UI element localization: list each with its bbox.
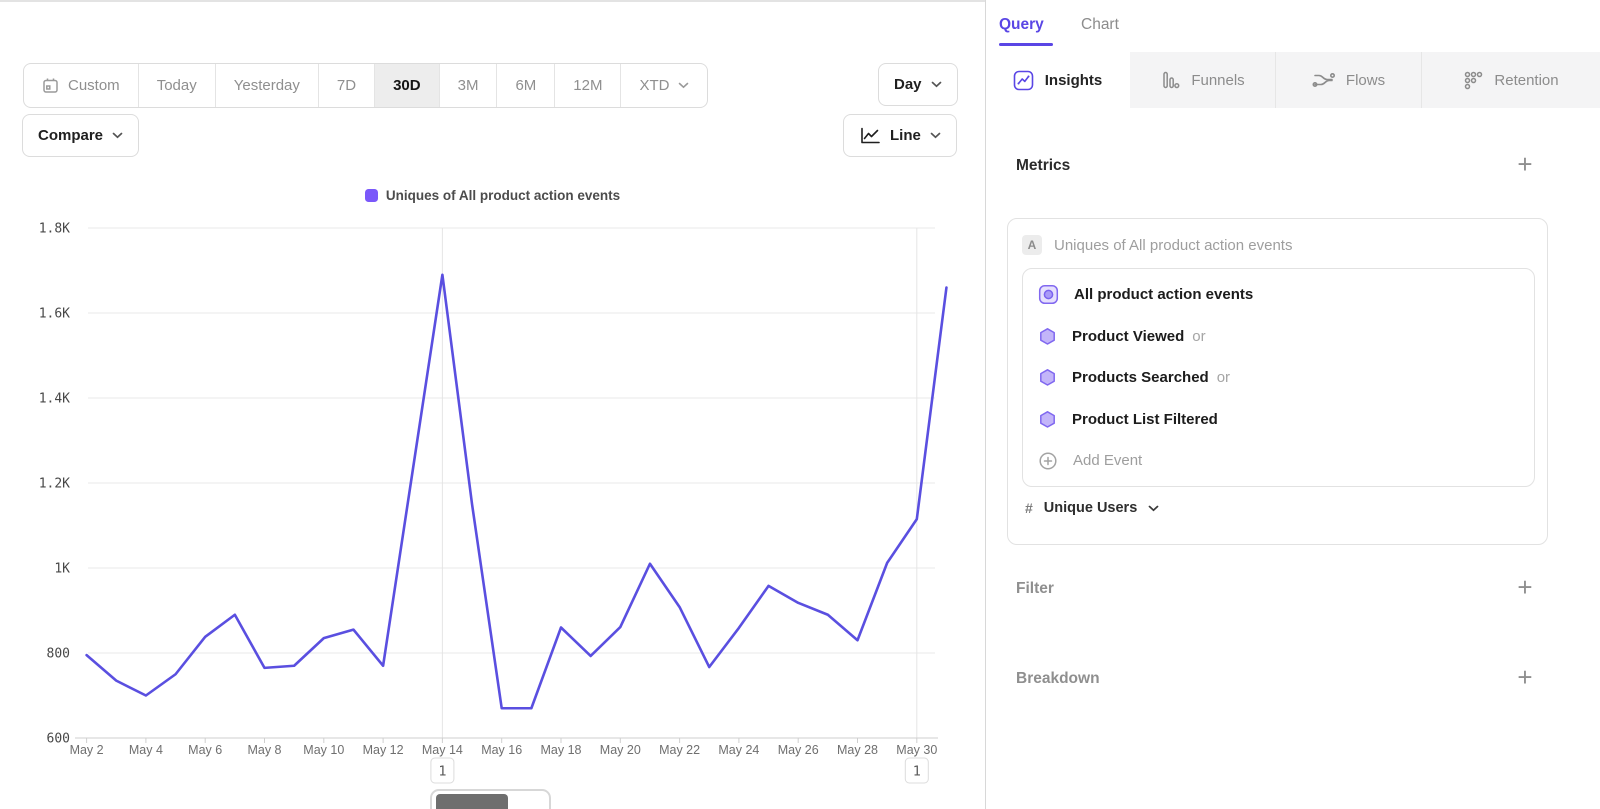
svg-text:600: 600 (47, 732, 70, 747)
date-range-group: Custom Today Yesterday 7D 30D 3M 6M 12M … (23, 63, 709, 108)
event-hexagon-icon (1038, 368, 1057, 387)
range-3m[interactable]: 3M (440, 64, 498, 107)
insights-icon (1013, 70, 1034, 91)
event-hexagon-icon (1038, 410, 1057, 429)
line-chart[interactable]: 600 800 1K 1.2K 1.4K 1.6K 1.8K 1 1 May 2 May 4 May … (0, 185, 985, 809)
query-builder-panel: Query Chart Insights (985, 0, 1600, 809)
calendar-icon (42, 77, 59, 94)
range-custom[interactable]: Custom (24, 64, 139, 107)
funnels-icon (1160, 70, 1180, 90)
svg-text:May 26: May 26 (778, 743, 819, 757)
event-row-products-searched[interactable]: Products Searched or (1023, 357, 1534, 399)
tab-retention[interactable]: Retention (1422, 52, 1600, 108)
svg-text:May 18: May 18 (541, 743, 582, 757)
range-today[interactable]: Today (139, 64, 216, 107)
event-list: All product action events Product Viewed… (1022, 268, 1535, 487)
number-sign-icon: # (1025, 500, 1033, 516)
metric-card-header[interactable]: A Uniques of All product action events (1022, 235, 1292, 255)
svg-text:1.4K: 1.4K (39, 392, 70, 407)
legend-label: Uniques of All product action events (385, 188, 621, 203)
svg-text:1.8K: 1.8K (39, 222, 70, 237)
flows-icon (1312, 71, 1335, 89)
add-breakdown-button[interactable]: + (1517, 662, 1533, 692)
chevron-down-icon (678, 82, 689, 89)
range-7d[interactable]: 7D (319, 64, 376, 107)
chevron-down-icon (931, 81, 942, 88)
svg-text:1K: 1K (54, 562, 70, 577)
event-hexagon-icon (1038, 327, 1057, 346)
svg-text:May 4: May 4 (129, 743, 163, 757)
chevron-down-icon (930, 132, 941, 139)
svg-text:May 28: May 28 (837, 743, 878, 757)
report-type-tabs: Insights Funnels (986, 52, 1600, 108)
range-xtd[interactable]: XTD (621, 64, 707, 107)
svg-text:May 10: May 10 (303, 743, 344, 757)
line-chart-type-icon (859, 127, 881, 145)
breakdown-section-title: Breakdown (1016, 670, 1100, 687)
event-row-product-viewed[interactable]: Product Viewed or (1023, 316, 1534, 358)
tab-funnels[interactable]: Funnels (1130, 52, 1276, 108)
legend-swatch (364, 189, 378, 202)
chevron-down-icon (112, 132, 123, 139)
svg-text:May 2: May 2 (70, 743, 104, 757)
svg-text:May 16: May 16 (481, 743, 522, 757)
circle-plus-icon (1038, 451, 1058, 471)
chart-legend: Uniques of All product action events (0, 188, 985, 203)
aggregation-selector[interactable]: # Unique Users (1025, 500, 1159, 516)
svg-text:1.2K: 1.2K (39, 477, 70, 492)
svg-text:1: 1 (913, 764, 921, 780)
compare-button[interactable]: Compare (22, 114, 140, 157)
add-filter-button[interactable]: + (1517, 572, 1533, 602)
scrollbar-thumb[interactable] (436, 794, 508, 809)
tab-insights[interactable]: Insights (986, 52, 1130, 108)
svg-text:May 24: May 24 (718, 743, 759, 757)
add-event-button[interactable]: Add Event (1023, 440, 1534, 482)
chart-type-button[interactable]: Line (843, 114, 957, 157)
svg-text:May 12: May 12 (363, 743, 404, 757)
svg-text:May 8: May 8 (247, 743, 281, 757)
metric-summary-label: Uniques of All product action events (1054, 236, 1293, 254)
add-metric-button[interactable]: + (1517, 149, 1533, 179)
active-tab-underline (999, 43, 1053, 46)
chevron-down-icon (1148, 505, 1159, 512)
range-custom-label: Custom (68, 77, 120, 94)
svg-text:800: 800 (47, 647, 70, 662)
granularity-button[interactable]: Day (878, 63, 958, 106)
event-row-all-product-action-events[interactable]: All product action events (1023, 274, 1534, 316)
tab-flows[interactable]: Flows (1276, 52, 1422, 108)
svg-text:May 20: May 20 (600, 743, 641, 757)
svg-text:May 22: May 22 (659, 743, 700, 757)
filter-section-title: Filter (1016, 580, 1054, 597)
event-group-icon (1038, 284, 1059, 305)
svg-text:1: 1 (438, 764, 446, 780)
metric-letter-badge: A (1022, 235, 1042, 255)
metric-card: A Uniques of All product action events A… (1007, 218, 1548, 545)
tab-chart[interactable]: Chart (1081, 16, 1119, 33)
range-12m[interactable]: 12M (555, 64, 622, 107)
svg-text:1.6K: 1.6K (39, 307, 70, 322)
top-border (0, 0, 985, 2)
svg-text:May 30: May 30 (896, 743, 937, 757)
svg-text:May 14: May 14 (422, 743, 463, 757)
svg-text:May 6: May 6 (188, 743, 222, 757)
range-6m[interactable]: 6M (497, 64, 556, 107)
tab-query[interactable]: Query (999, 16, 1044, 33)
metrics-section-title: Metrics (1016, 157, 1071, 174)
range-30d[interactable]: 30D (375, 64, 440, 107)
range-yesterday[interactable]: Yesterday (216, 64, 319, 107)
chart-range-scrollbar[interactable] (430, 789, 551, 809)
event-row-product-list-filtered[interactable]: Product List Filtered (1023, 399, 1534, 441)
retention-icon (1464, 71, 1483, 90)
